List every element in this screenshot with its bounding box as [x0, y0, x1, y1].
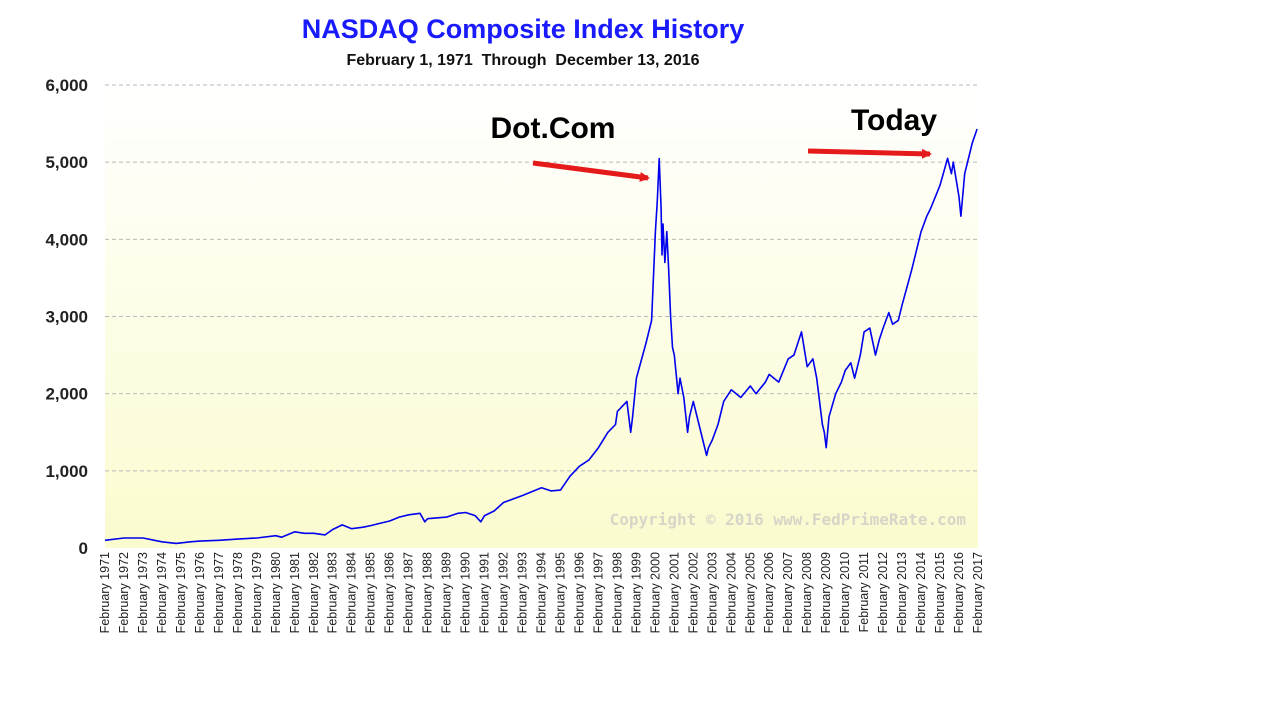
x-tick-label: February 2005	[743, 552, 757, 633]
x-tick-label: February 1985	[364, 552, 378, 633]
x-tick-label: February 1992	[497, 552, 511, 633]
x-tick-label: February 1999	[629, 552, 643, 633]
x-tick-label: February 2016	[952, 552, 966, 633]
x-tick-label: February 1996	[572, 552, 586, 633]
x-tick-label: February 1981	[288, 552, 302, 633]
y-tick-label: 3,000	[45, 308, 88, 327]
x-tick-labels: February 1971 February 1972 February 1973 F…	[98, 552, 985, 633]
y-tick-label: 2,000	[45, 385, 88, 404]
x-tick-label: February 1977	[212, 552, 226, 633]
x-tick-label: February 2013	[895, 552, 909, 633]
chart-title: NASDAQ Composite Index History	[302, 14, 745, 44]
x-tick-label: February 2001	[667, 552, 681, 633]
x-tick-label: February 2015	[933, 552, 947, 633]
copyright-watermark: Copyright © 2016 www.FedPrimeRate.com	[610, 510, 967, 529]
y-tick-label: 5,000	[45, 153, 88, 172]
annotation-dotcom: Dot.Com	[491, 112, 616, 145]
y-tick-label: 1,000	[45, 462, 88, 481]
x-tick-label: February 1990	[459, 552, 473, 633]
x-tick-label: February 1991	[478, 552, 492, 633]
y-tick-label: 0	[79, 539, 88, 558]
annotation-today-arrow	[807, 148, 932, 159]
x-tick-label: February 1986	[383, 552, 397, 633]
y-tick-label: 6,000	[45, 76, 88, 95]
x-tick-label: February 1975	[174, 552, 188, 633]
x-tick-label: February 2014	[914, 552, 928, 633]
x-tick-label: February 1979	[250, 552, 264, 633]
x-tick-label: February 1998	[610, 552, 624, 633]
x-tick-label: February 1995	[553, 552, 567, 633]
annotation-today: Today	[851, 104, 937, 137]
x-tick-label: February 1989	[440, 552, 454, 633]
x-tick-label: February 1980	[269, 552, 283, 633]
x-tick-label: February 1972	[117, 552, 131, 633]
x-tick-label: February 2006	[762, 552, 776, 633]
x-tick-label: February 1994	[535, 552, 549, 633]
annotation-dotcom-arrow	[532, 160, 650, 182]
x-tick-label: February 1988	[421, 552, 435, 633]
x-tick-label: February 1974	[155, 552, 169, 633]
x-tick-label: February 2012	[876, 552, 890, 633]
x-tick-label: February 1976	[193, 552, 207, 633]
x-tick-label: February 1984	[345, 552, 359, 633]
x-tick-label: February 1997	[591, 552, 605, 633]
x-tick-label: February 1982	[307, 552, 321, 633]
x-tick-label: February 1987	[402, 552, 416, 633]
chart-subtitle: February 1, 1971 Through December 13, 20…	[346, 52, 699, 69]
x-tick-label: February 2002	[686, 552, 700, 633]
x-tick-label: February 2009	[819, 552, 833, 633]
x-tick-label: February 1983	[326, 552, 340, 633]
x-tick-label: February 1993	[516, 552, 530, 633]
x-tick-label: February 2007	[781, 552, 795, 633]
x-tick-label: February 2000	[648, 552, 662, 633]
x-tick-label: February 2003	[705, 552, 719, 633]
x-tick-label: February 1971	[98, 552, 112, 633]
y-tick-label: 4,000	[45, 230, 88, 249]
x-tick-label: February 2010	[838, 552, 852, 633]
x-tick-label: February 2004	[724, 552, 738, 633]
x-tick-label: February 2017	[971, 552, 985, 633]
y-tick-labels: 0 1,000 2,000 3,000 4,000 5,000 6,000	[45, 76, 88, 558]
nasdaq-series-line	[104, 128, 978, 545]
x-tick-label: February 1978	[231, 552, 245, 633]
x-tick-label: February 1973	[136, 552, 150, 633]
x-tick-label: February 2008	[800, 552, 814, 633]
x-tick-label: February 2011	[857, 552, 871, 632]
